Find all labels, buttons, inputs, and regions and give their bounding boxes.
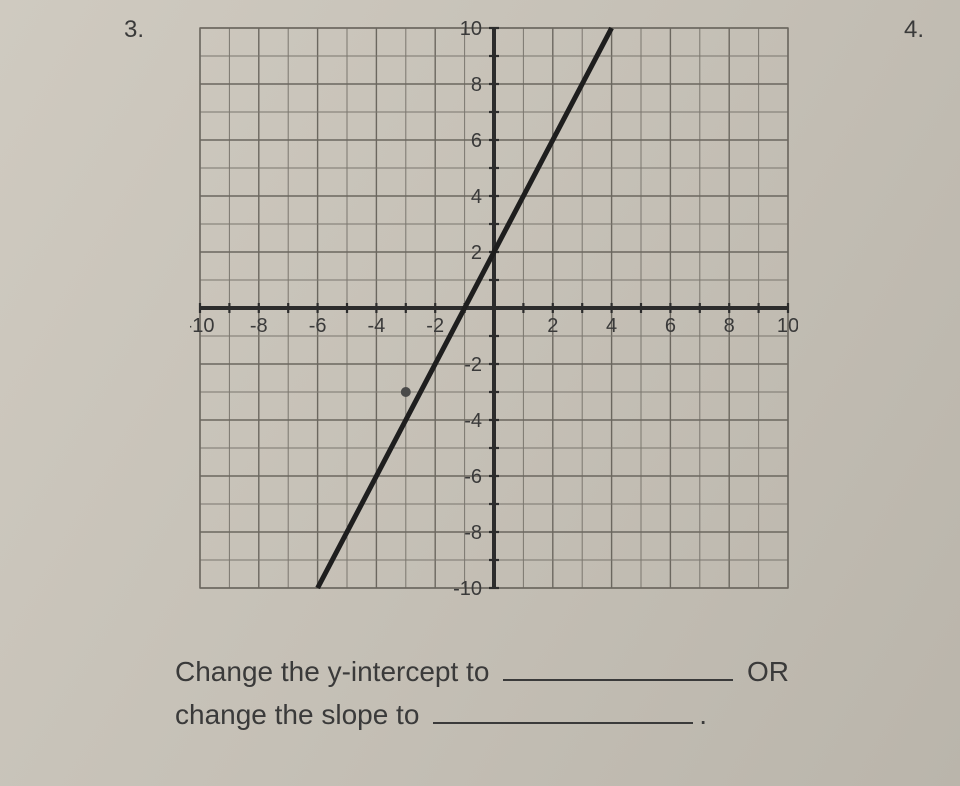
svg-text:2: 2 <box>471 242 482 264</box>
svg-text:-6: -6 <box>309 315 327 337</box>
svg-text:-2: -2 <box>426 315 444 337</box>
prompt-line2-before: change the slope to <box>175 699 419 730</box>
svg-text:4: 4 <box>471 186 482 208</box>
svg-text:6: 6 <box>665 315 676 337</box>
coordinate-graph: -10 -8 -6 -4 -2 2 4 6 8 10 2 4 6 8 10 -2 -4 -6 -8 -10 <box>190 18 798 598</box>
blank-slope[interactable] <box>433 694 693 725</box>
svg-text:6: 6 <box>471 130 482 152</box>
svg-text:8: 8 <box>724 315 735 337</box>
svg-text:8: 8 <box>471 74 482 96</box>
svg-text:4: 4 <box>606 315 617 337</box>
prompt-line2-after: . <box>699 699 707 730</box>
blank-y-intercept[interactable] <box>503 650 733 681</box>
svg-text:-8: -8 <box>464 522 482 544</box>
svg-text:-4: -4 <box>464 410 482 432</box>
graph-svg: -10 -8 -6 -4 -2 2 4 6 8 10 2 4 6 8 10 -2 -4 -6 -8 -10 <box>190 18 798 598</box>
question-number-4: 4. <box>904 16 924 44</box>
svg-text:2: 2 <box>547 315 558 337</box>
svg-text:-6: -6 <box>464 466 482 488</box>
prompt-line1-before: Change the y-intercept to <box>175 656 489 687</box>
svg-text:-4: -4 <box>368 315 386 337</box>
svg-text:-10: -10 <box>453 578 482 598</box>
svg-text:-2: -2 <box>464 354 482 376</box>
question-number-3: 3. <box>124 16 144 44</box>
svg-text:10: 10 <box>460 18 482 40</box>
svg-text:10: 10 <box>777 315 798 337</box>
svg-text:-8: -8 <box>250 315 268 337</box>
svg-text:-10: -10 <box>190 315 214 337</box>
question-prompt: Change the y-intercept to OR change the … <box>175 650 875 737</box>
prompt-line1-after: OR <box>747 656 789 687</box>
